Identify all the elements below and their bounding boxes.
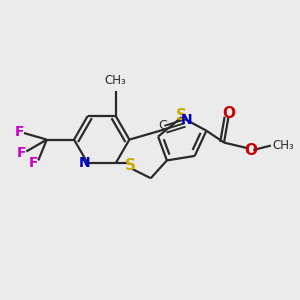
Text: O: O — [244, 143, 257, 158]
Text: F: F — [28, 156, 38, 170]
Text: C: C — [159, 119, 167, 132]
Text: CH₃: CH₃ — [105, 74, 127, 87]
Text: O: O — [222, 106, 235, 121]
Text: F: F — [17, 146, 27, 160]
Text: CH₃: CH₃ — [272, 139, 294, 152]
Text: S: S — [176, 108, 187, 123]
Text: N: N — [181, 113, 193, 127]
Text: N: N — [79, 156, 90, 170]
Text: S: S — [125, 158, 136, 173]
Text: F: F — [15, 125, 24, 139]
